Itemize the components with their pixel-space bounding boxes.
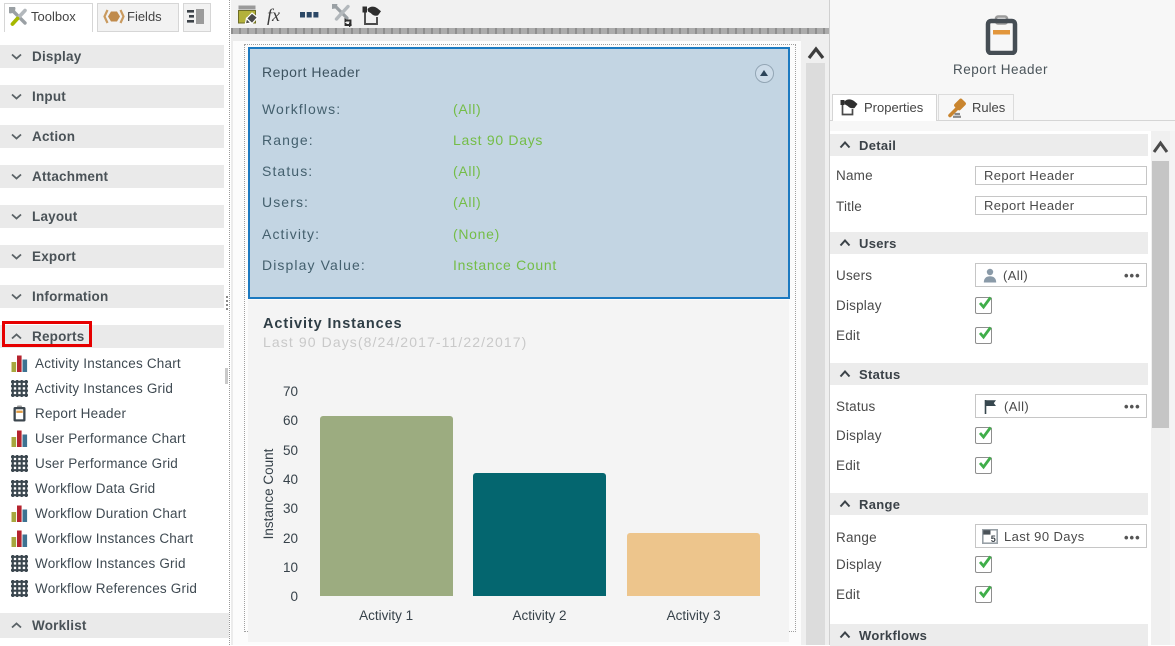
svg-text:fx: fx xyxy=(267,5,280,25)
svg-text:5: 5 xyxy=(991,534,996,544)
